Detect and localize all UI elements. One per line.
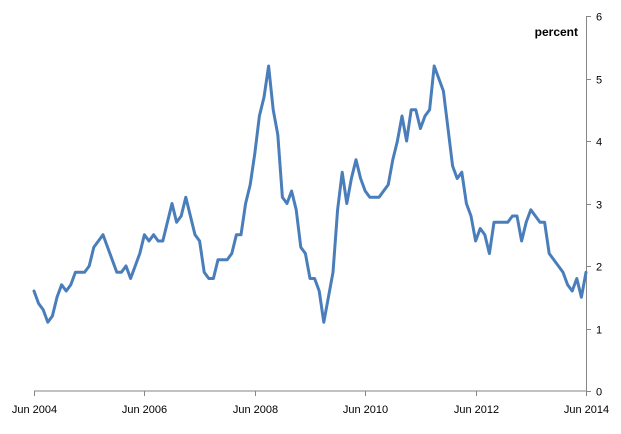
series-line [32, 64, 588, 324]
x-tick-label: Jun 2010 [343, 404, 388, 416]
x-tick-label: Jun 2004 [12, 404, 57, 416]
y-tick-label: 2 [596, 262, 602, 274]
y-axis: 0 1 2 3 4 5 6 [586, 12, 602, 399]
y-axis-unit-label: percent [535, 25, 578, 39]
y-tick-label: 0 [596, 387, 602, 399]
y-tick-label: 1 [596, 325, 602, 337]
x-tick-label: Jun 2006 [122, 404, 167, 416]
y-tick-label: 3 [596, 200, 602, 212]
y-tick-label: 5 [596, 75, 602, 87]
x-tick-label: Jun 2014 [564, 404, 609, 416]
x-tick-label: Jun 2008 [233, 404, 278, 416]
y-tick-label: 6 [596, 12, 602, 24]
y-tick-label: 4 [596, 137, 602, 149]
x-axis: Jun 2004 Jun 2006 Jun 2008 Jun 2010 Jun 2012… [12, 390, 609, 416]
x-tick-label: Jun 2012 [454, 404, 499, 416]
plot-area [32, 64, 588, 324]
